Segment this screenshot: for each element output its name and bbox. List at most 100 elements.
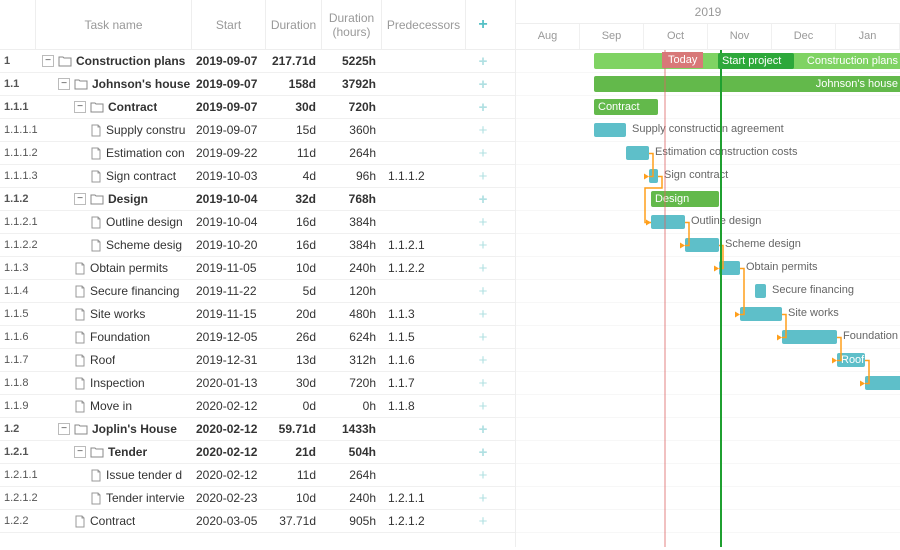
name-cell[interactable]: Inspection [36,376,192,390]
start-cell[interactable]: 2020-02-23 [192,491,266,505]
hours-cell[interactable]: 720h [322,376,382,390]
task-bar[interactable] [865,376,900,390]
task-row[interactable]: 1.1.1.3Sign contract2019-10-034d96h1.1.1… [0,165,515,188]
task-row[interactable]: 1.1.1−Contract2019-09-0730d720h+ [0,96,515,119]
expand-icon[interactable]: − [74,101,86,113]
predecessors-cell[interactable]: 1.1.7 [382,376,466,390]
hours-cell[interactable]: 384h [322,238,382,252]
duration-cell[interactable]: 15d [266,123,322,137]
hours-cell[interactable]: 360h [322,123,382,137]
expand-icon[interactable]: − [58,423,70,435]
task-bar[interactable]: Contract [594,99,658,115]
expand-icon[interactable]: − [74,193,86,205]
task-bar[interactable]: Roof [837,353,865,367]
add-task-button[interactable]: + [466,513,500,530]
column-hours[interactable]: Duration(hours) [322,0,382,49]
task-bar[interactable] [740,307,782,321]
task-bar[interactable] [782,330,837,344]
task-row[interactable]: 1.1−Johnson's house2019-09-07158d3792h+ [0,73,515,96]
start-cell[interactable]: 2019-10-04 [192,192,266,206]
duration-cell[interactable]: 30d [266,376,322,390]
name-cell[interactable]: Supply constru [36,123,192,137]
name-cell[interactable]: −Joplin's House [36,422,192,436]
add-task-button[interactable]: + [466,444,500,461]
task-row[interactable]: 1.1.6Foundation2019-12-0526d624h1.1.5+ [0,326,515,349]
start-cell[interactable]: 2019-10-03 [192,169,266,183]
duration-cell[interactable]: 37.71d [266,514,322,528]
hours-cell[interactable]: 240h [322,261,382,275]
hours-cell[interactable]: 264h [322,468,382,482]
name-cell[interactable]: Obtain permits [36,261,192,275]
name-cell[interactable]: −Johnson's house [36,77,192,91]
task-row[interactable]: 1.1.1.1Supply constru2019-09-0715d360h+ [0,119,515,142]
task-row[interactable]: 1.1.3Obtain permits2019-11-0510d240h1.1.… [0,257,515,280]
task-row[interactable]: 1.1.8Inspection2020-01-1330d720h1.1.7+ [0,372,515,395]
name-cell[interactable]: Contract [36,514,192,528]
duration-cell[interactable]: 11d [266,146,322,160]
task-bar[interactable] [685,238,719,252]
duration-cell[interactable]: 16d [266,215,322,229]
add-task-button[interactable]: + [466,375,500,392]
task-bar[interactable]: Design [651,191,719,207]
name-cell[interactable]: Sign contract [36,169,192,183]
add-task-button[interactable]: + [466,421,500,438]
predecessors-cell[interactable]: 1.1.2.1 [382,238,466,252]
column-duration[interactable]: Duration [266,0,322,49]
task-row[interactable]: 1.2−Joplin's House2020-02-1259.71d1433h+ [0,418,515,441]
add-task-button[interactable]: + [466,398,500,415]
task-row[interactable]: 1.1.7Roof2019-12-3113d312h1.1.6+ [0,349,515,372]
start-cell[interactable]: 2019-11-05 [192,261,266,275]
name-cell[interactable]: −Construction plans [36,54,192,68]
duration-cell[interactable]: 158d [266,77,322,91]
duration-cell[interactable]: 4d [266,169,322,183]
task-bar[interactable] [719,261,740,275]
task-row[interactable]: 1.1.2.1Outline design2019-10-0416d384h+ [0,211,515,234]
hours-cell[interactable]: 264h [322,146,382,160]
duration-cell[interactable]: 16d [266,238,322,252]
task-bar[interactable] [626,146,649,160]
column-start[interactable]: Start [192,0,266,49]
hours-cell[interactable]: 96h [322,169,382,183]
duration-cell[interactable]: 26d [266,330,322,344]
hours-cell[interactable]: 0h [322,399,382,413]
column-predecessors[interactable]: Predecessors [382,0,466,49]
duration-cell[interactable]: 10d [266,491,322,505]
predecessors-cell[interactable]: 1.1.5 [382,330,466,344]
duration-cell[interactable]: 30d [266,100,322,114]
start-cell[interactable]: 2020-02-12 [192,422,266,436]
name-cell[interactable]: −Design [36,192,192,206]
task-row[interactable]: 1.2.2Contract2020-03-0537.71d905h1.2.1.2… [0,510,515,533]
add-task-button[interactable]: + [466,490,500,507]
name-cell[interactable]: Scheme desig [36,238,192,252]
expand-icon[interactable]: − [42,55,54,67]
task-row[interactable]: 1.2.1−Tender2020-02-1221d504h+ [0,441,515,464]
duration-cell[interactable]: 32d [266,192,322,206]
task-bar[interactable]: Johnson's house [594,76,900,92]
duration-cell[interactable]: 13d [266,353,322,367]
add-task-button[interactable]: + [466,467,500,484]
hours-cell[interactable]: 480h [322,307,382,321]
task-row[interactable]: 1.1.1.2Estimation con2019-09-2211d264h+ [0,142,515,165]
hours-cell[interactable]: 384h [322,215,382,229]
predecessors-cell[interactable]: 1.1.2.2 [382,261,466,275]
add-task-button[interactable]: + [466,352,500,369]
name-cell[interactable]: Issue tender d [36,468,192,482]
add-task-button[interactable]: + [466,214,500,231]
add-task-button[interactable]: + [466,53,500,70]
duration-cell[interactable]: 21d [266,445,322,459]
name-cell[interactable]: Estimation con [36,146,192,160]
duration-cell[interactable]: 59.71d [266,422,322,436]
duration-cell[interactable]: 20d [266,307,322,321]
hours-cell[interactable]: 905h [322,514,382,528]
start-cell[interactable]: 2019-12-31 [192,353,266,367]
add-task-button[interactable]: + [466,237,500,254]
task-bar[interactable] [651,215,685,229]
add-task-button[interactable]: + [466,283,500,300]
start-cell[interactable]: 2019-09-07 [192,100,266,114]
column-name[interactable]: Task name [36,0,192,49]
add-task-button[interactable]: + [466,306,500,323]
hours-cell[interactable]: 3792h [322,77,382,91]
name-cell[interactable]: Foundation [36,330,192,344]
add-task-button[interactable]: + [466,122,500,139]
hours-cell[interactable]: 624h [322,330,382,344]
